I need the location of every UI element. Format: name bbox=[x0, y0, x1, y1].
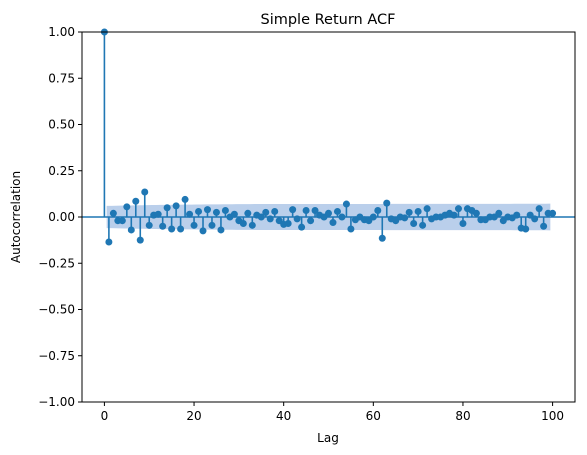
acf-point bbox=[419, 221, 427, 229]
acf-point bbox=[190, 221, 198, 229]
acf-point bbox=[338, 213, 346, 221]
acf-point bbox=[136, 236, 144, 244]
x-tick-label: 60 bbox=[366, 409, 381, 423]
acf-point bbox=[513, 211, 521, 219]
acf-point bbox=[302, 207, 310, 215]
acf-point bbox=[217, 226, 225, 234]
acf-point bbox=[221, 207, 229, 215]
acf-point bbox=[342, 200, 350, 208]
acf-point bbox=[522, 225, 530, 233]
acf-point bbox=[127, 226, 135, 234]
acf-point bbox=[186, 210, 194, 218]
acf-point bbox=[172, 202, 180, 210]
acf-point bbox=[199, 227, 207, 235]
acf-point bbox=[118, 217, 126, 225]
acf-point bbox=[423, 205, 431, 213]
y-tick-label: −0.25 bbox=[38, 256, 75, 270]
chart-title: Simple Return ACF bbox=[261, 12, 396, 28]
acf-point bbox=[329, 219, 337, 227]
acf-point bbox=[347, 225, 355, 233]
acf-point bbox=[159, 222, 167, 230]
acf-point bbox=[145, 221, 153, 229]
acf-point bbox=[495, 209, 503, 217]
marker-layer bbox=[100, 28, 557, 246]
acf-point bbox=[307, 217, 315, 225]
acf-point bbox=[405, 208, 413, 216]
acf-point bbox=[154, 210, 162, 218]
acf-point bbox=[374, 207, 382, 215]
acf-point bbox=[266, 215, 274, 223]
acf-point bbox=[195, 207, 203, 215]
acf-point bbox=[141, 188, 149, 196]
x-tick-label: 100 bbox=[541, 409, 564, 423]
acf-point bbox=[410, 219, 418, 227]
y-tick-label: 0.75 bbox=[48, 71, 75, 85]
acf-point bbox=[208, 221, 216, 229]
acf-point bbox=[109, 209, 117, 217]
tick-layer: −1.00 −0.75 −0.50 −0.25 0.00 0.25 0.50 0.75 1.00… bbox=[38, 25, 564, 423]
acf-point bbox=[549, 209, 557, 217]
acf-point bbox=[244, 209, 252, 217]
acf-point bbox=[333, 207, 341, 215]
acf-point bbox=[230, 210, 238, 218]
acf-point bbox=[531, 215, 539, 223]
acf-point bbox=[262, 208, 270, 216]
acf-point bbox=[289, 206, 297, 214]
acf-point bbox=[257, 213, 265, 221]
acf-point bbox=[271, 207, 279, 215]
acf-point bbox=[177, 225, 185, 233]
y-axis-label: Autocorrelation bbox=[9, 171, 23, 263]
acf-point bbox=[284, 219, 292, 227]
acf-point bbox=[311, 207, 319, 215]
acf-point bbox=[298, 223, 306, 231]
y-tick-label: −1.00 bbox=[38, 395, 75, 409]
y-tick-label: 0.50 bbox=[48, 118, 75, 132]
acf-point bbox=[105, 238, 113, 246]
acf-point bbox=[450, 211, 458, 219]
acf-point bbox=[383, 199, 391, 207]
y-tick-label: −0.50 bbox=[38, 303, 75, 317]
acf-point bbox=[414, 207, 422, 215]
y-tick-label: 0.25 bbox=[48, 164, 75, 178]
acf-point bbox=[454, 205, 462, 213]
acf-point bbox=[132, 197, 140, 205]
x-tick-label: 80 bbox=[455, 409, 470, 423]
acf-point bbox=[239, 219, 247, 227]
acf-point bbox=[203, 206, 211, 214]
acf-point bbox=[325, 209, 332, 217]
acf-point bbox=[163, 204, 171, 212]
acf-point bbox=[212, 208, 220, 216]
acf-point bbox=[459, 219, 467, 227]
acf-point bbox=[540, 222, 548, 230]
acf-point bbox=[378, 234, 386, 242]
y-tick-label: 1.00 bbox=[48, 25, 75, 39]
acf-point bbox=[535, 205, 543, 213]
y-tick-label: −0.75 bbox=[38, 349, 75, 363]
acf-point bbox=[369, 213, 377, 221]
x-tick-label: 20 bbox=[186, 409, 201, 423]
acf-point bbox=[168, 225, 176, 233]
x-tick-label: 40 bbox=[276, 409, 291, 423]
x-tick-label: 0 bbox=[101, 409, 109, 423]
acf-point bbox=[123, 203, 131, 211]
y-tick-label: 0.00 bbox=[48, 210, 75, 224]
x-axis-label: Lag bbox=[317, 431, 339, 445]
acf-point bbox=[181, 195, 189, 203]
acf-point bbox=[248, 221, 256, 229]
acf-point bbox=[401, 214, 409, 222]
acf-point bbox=[472, 209, 480, 217]
acf-point bbox=[293, 215, 301, 223]
